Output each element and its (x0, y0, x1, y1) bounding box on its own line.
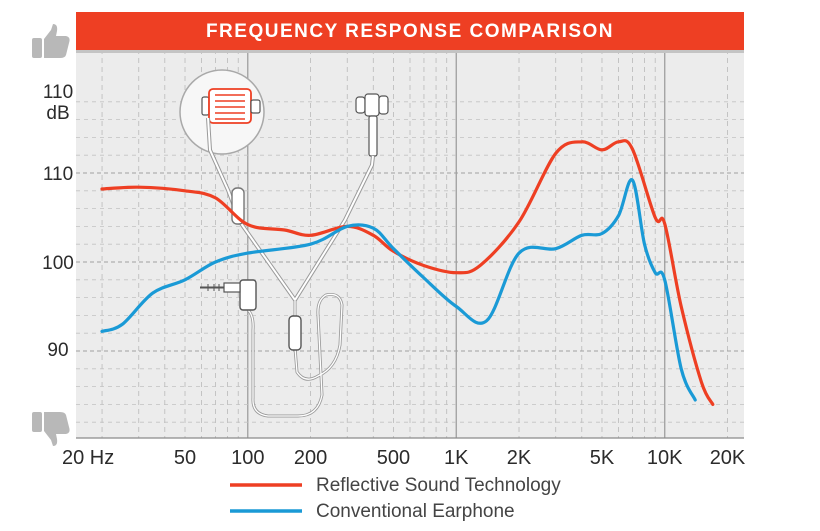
series-line-conventional (100, 178, 697, 402)
x-tick-label: 2K (507, 447, 532, 469)
y-tick-label: 100 (42, 253, 74, 274)
x-tick-label: 200 (294, 447, 327, 469)
x-tick-label: 50 (174, 447, 196, 469)
x-tick-label: 20 Hz (62, 447, 114, 469)
x-tick-label: 100 (231, 447, 264, 469)
title-bar (76, 12, 744, 50)
legend-label: Reflective Sound Technology (316, 475, 561, 496)
x-tick-label: 500 (377, 447, 410, 469)
x-tick-label: 1K (444, 447, 469, 469)
x-tick-label: 20K (710, 447, 746, 469)
y-tick-label: 110 dB (43, 82, 73, 124)
y-tick-label: 110 (43, 164, 73, 185)
thumbs-down-icon (32, 412, 70, 446)
series-line-reflective (100, 139, 715, 406)
thumbs-up-icon (32, 24, 70, 58)
x-tick-label: 10K (647, 447, 683, 469)
legend-label: Conventional Earphone (316, 501, 515, 522)
x-tick-label: 5K (590, 447, 615, 469)
chart-title: FREQUENCY RESPONSE COMPARISON (205, 21, 615, 42)
earphones-illustration (179, 69, 389, 418)
y-tick-label: 90 (47, 340, 68, 361)
